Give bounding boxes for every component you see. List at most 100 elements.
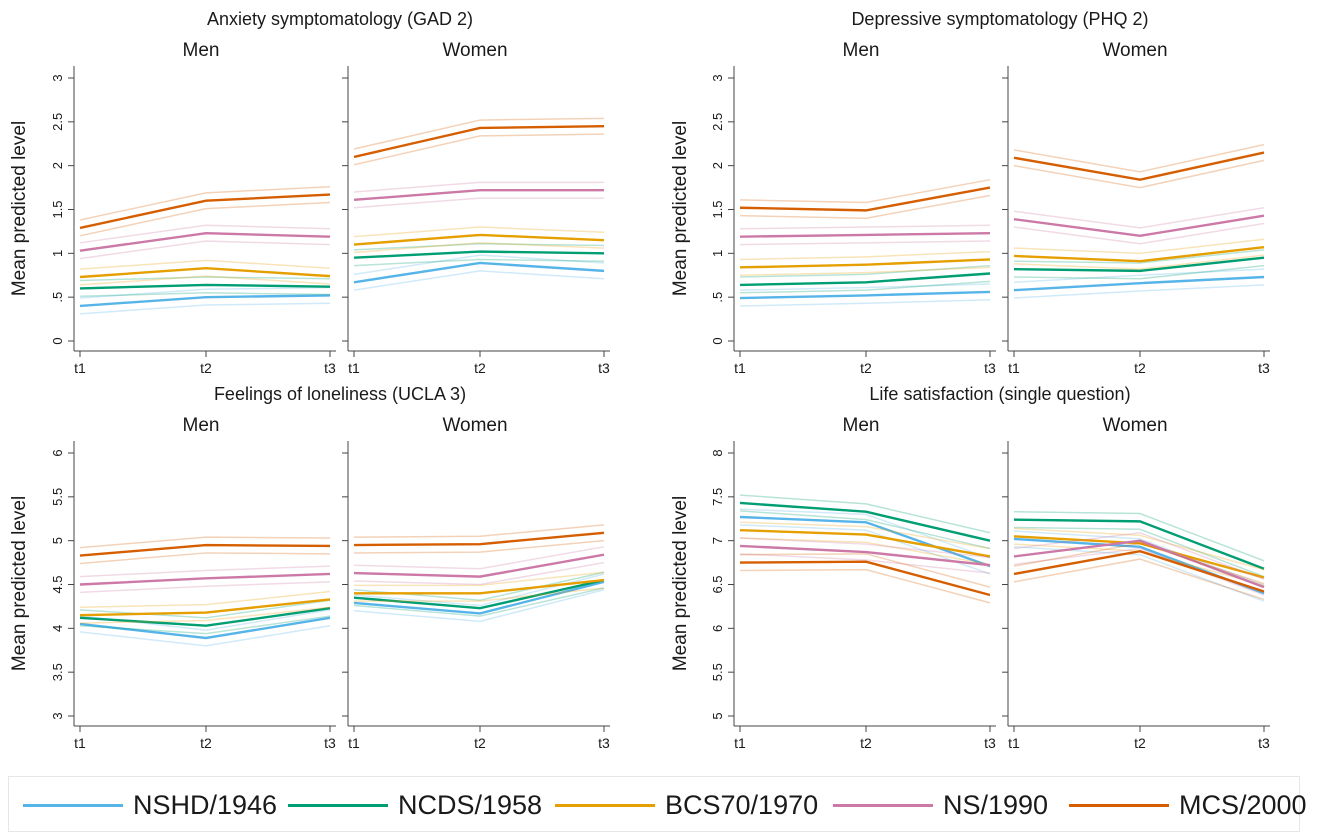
series-line-3-0-2 xyxy=(739,528,991,558)
ci-line-2-1-1-0 xyxy=(353,587,605,617)
ci-line-2-1-2-1 xyxy=(354,571,605,587)
chart-2: Feelings of loneliness (UCLA 3) Mean pred… xyxy=(9,384,610,751)
ci-line-3-0-1-1 xyxy=(739,494,991,534)
y-tick-label-0-4: 2 xyxy=(50,162,65,169)
y-axis-label-1: Mean predicted level xyxy=(670,121,691,296)
ci-line-2-1-4-0 xyxy=(353,539,605,554)
x-tick-label-0-1-0: t1 xyxy=(348,360,360,376)
ci-line-2-0-4-1 xyxy=(79,536,331,549)
x-tick-label-1-0-0: t1 xyxy=(734,360,746,376)
series-line-1-1-4 xyxy=(1013,151,1265,181)
series-line-2-0-0 xyxy=(79,616,331,640)
series-line-2-1-3 xyxy=(353,553,605,578)
series-line-0-1-0 xyxy=(353,261,605,284)
chart-canvas: Anxiety symptomatology (GAD 2) Mean predi… xyxy=(9,9,1270,751)
ci-line-3-0-3-0 xyxy=(739,553,991,574)
panel-2-0: Men 3 3.5 4 4.5 5 5.5 6 t1 t2 t3 xyxy=(50,415,336,751)
y-tick-label-0-6: 3 xyxy=(50,74,65,81)
y-tick-label-3-4: 7 xyxy=(710,537,725,544)
ci-line-0-0-1-0 xyxy=(79,292,331,298)
panel-label-1-0: Men xyxy=(843,40,880,61)
series-line-2-1-4 xyxy=(353,531,605,547)
legend-label-0: NSHD/1946 xyxy=(133,789,278,820)
ci-line-2-1-3-0 xyxy=(353,561,605,586)
ci-line-2-0-2-1 xyxy=(79,590,331,609)
x-tick-label-1-1-2: t3 xyxy=(1258,360,1270,376)
panel-label-0-0: Men xyxy=(183,40,220,61)
ci-line-3-0-4-1 xyxy=(739,553,991,588)
ci-line-3-1-3-1 xyxy=(1013,532,1265,580)
ci-line-0-0-0-0 xyxy=(79,302,331,315)
series-line-1-0-0 xyxy=(739,290,991,300)
panel-label-2-1: Women xyxy=(442,415,507,436)
series-line-3-0-3 xyxy=(739,544,991,567)
y-axis-label-0: Mean predicted level xyxy=(9,121,30,296)
ci-line-3-1-0-1 xyxy=(1013,530,1265,587)
y-axis-label-2: Mean predicted level xyxy=(9,496,30,671)
series-line-0-1-3 xyxy=(353,189,604,202)
ci-line-1-0-4-0 xyxy=(739,194,991,220)
ci-line-1-1-1-1 xyxy=(1013,249,1265,264)
legend-item-3: NS/1990 xyxy=(833,777,1048,833)
ci-line-0-1-4-0 xyxy=(353,133,605,166)
ci-line-2-0-3-0 xyxy=(79,581,331,594)
series-line-1-1-2 xyxy=(1013,246,1265,263)
panel-3-0: Men 5 5.5 6 6.5 7 7.5 8 t1 t2 t3 xyxy=(710,415,996,751)
ci-line-1-1-2-0 xyxy=(1013,254,1265,270)
y-tick-label-0-3: 1.5 xyxy=(50,200,65,218)
series-line-2-1-0 xyxy=(353,580,605,615)
x-tick-label-0-0-0: t1 xyxy=(74,360,86,376)
series-line-3-1-2 xyxy=(1013,535,1265,579)
series-line-0-0-0 xyxy=(79,294,331,308)
ci-line-1-0-0-0 xyxy=(739,299,991,307)
y-tick-label-2-5: 5.5 xyxy=(50,488,65,506)
chart-0: Anxiety symptomatology (GAD 2) Mean predi… xyxy=(9,9,610,376)
y-tick-label-3-6: 8 xyxy=(710,449,725,456)
x-tick-label-2-1-2: t3 xyxy=(598,735,610,751)
legend-item-0: NSHD/1946 xyxy=(23,777,277,833)
ci-line-2-1-3-1 xyxy=(353,546,605,570)
chart-3: Life satisfaction (single question) Mean … xyxy=(670,384,1270,751)
chart-title-0: Anxiety symptomatology (GAD 2) xyxy=(207,9,473,29)
chart-title-1: Depressive symptomatology (PHQ 2) xyxy=(851,9,1148,29)
legend: NSHD/1946 NCDS/1958 BCS70/1970 NS/1990 M… xyxy=(8,776,1307,833)
series-line-3-0-0 xyxy=(739,515,991,568)
ci-line-0-0-2-1 xyxy=(79,259,331,270)
series-line-1-0-3 xyxy=(739,231,991,238)
ci-line-3-1-0-0 xyxy=(1013,546,1265,602)
y-tick-label-2-3: 4.5 xyxy=(50,575,65,593)
series-line-3-1-3 xyxy=(1013,539,1265,589)
series-line-0-1-1 xyxy=(353,250,605,259)
panel-label-1-1: Women xyxy=(1102,40,1167,61)
y-tick-label-1-6: 3 xyxy=(710,74,725,81)
x-tick-label-1-1-1: t2 xyxy=(1134,360,1146,376)
ci-line-0-0-0-1 xyxy=(79,286,331,299)
legend-label-3: NS/1990 xyxy=(943,789,1049,820)
x-tick-label-1-0-2: t3 xyxy=(984,360,996,376)
y-tick-label-0-2: 1 xyxy=(50,250,65,257)
series-line-0-1-2 xyxy=(353,233,605,246)
ci-line-2-0-2-0 xyxy=(79,606,331,624)
y-tick-label-1-4: 2 xyxy=(710,162,725,169)
ci-line-2-0-0-0 xyxy=(79,624,331,647)
x-tick-label-2-0-0: t1 xyxy=(74,735,86,751)
series-line-2-0-4 xyxy=(79,543,331,557)
panel-3-1: Women t1 t2 t3 xyxy=(1002,415,1270,751)
ci-line-2-0-1-1 xyxy=(79,599,331,619)
series-line-1-0-2 xyxy=(739,258,991,269)
series-line-2-0-2 xyxy=(79,598,331,617)
series-line-0-1-4 xyxy=(353,125,605,159)
ci-line-0-1-2-1 xyxy=(353,226,605,238)
ci-line-0-1-1-1 xyxy=(353,242,605,251)
x-tick-label-2-1-0: t1 xyxy=(348,735,360,751)
series-line-3-0-4 xyxy=(739,560,991,597)
ci-line-0-1-3-1 xyxy=(353,181,604,193)
ci-line-1-0-1-0 xyxy=(739,280,991,294)
ci-line-3-1-1-0 xyxy=(1013,526,1265,578)
y-tick-label-1-2: 1 xyxy=(710,250,725,257)
x-tick-label-3-0-1: t2 xyxy=(860,735,872,751)
y-tick-label-3-3: 6.5 xyxy=(710,575,725,593)
ci-line-1-1-0-1 xyxy=(1013,268,1265,284)
ci-line-0-1-1-0 xyxy=(353,258,605,267)
